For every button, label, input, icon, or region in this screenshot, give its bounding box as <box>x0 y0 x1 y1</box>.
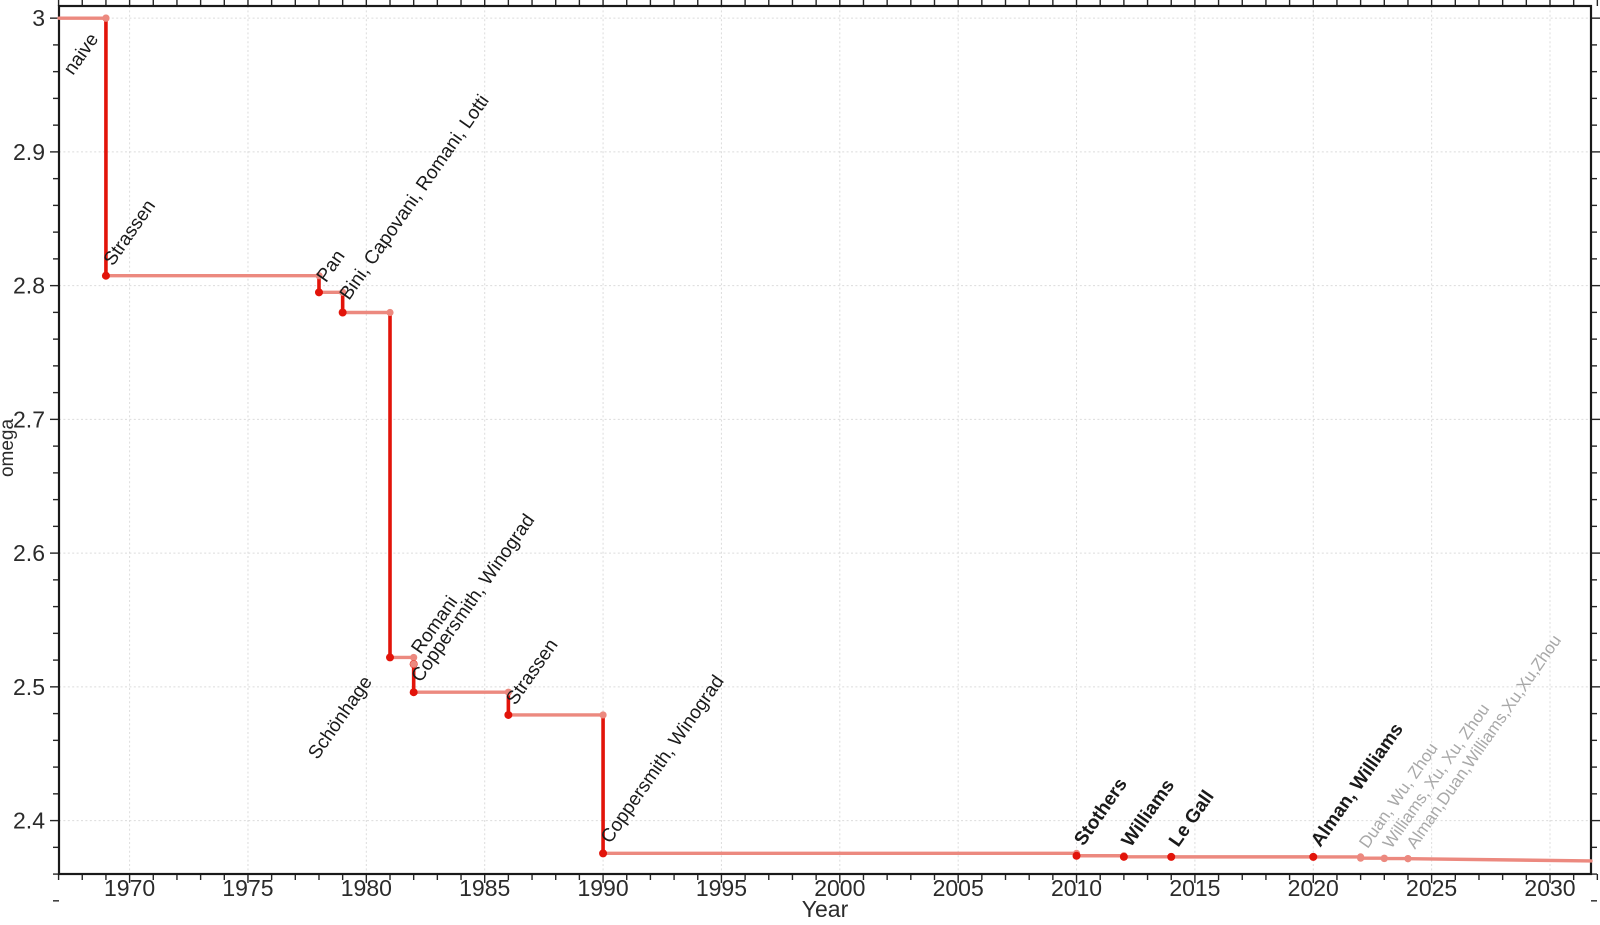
svg-text:2030: 2030 <box>1524 875 1575 901</box>
svg-text:2.6: 2.6 <box>13 540 45 566</box>
svg-text:Coppersmith, Winograd: Coppersmith, Winograd <box>408 511 540 687</box>
svg-text:omega: omega <box>0 419 18 478</box>
svg-text:Williams, Xu, Xu, Zhou: Williams, Xu, Xu, Zhou <box>1379 700 1493 852</box>
svg-text:2.8: 2.8 <box>13 273 45 299</box>
svg-text:1990: 1990 <box>577 875 628 901</box>
svg-text:2005: 2005 <box>933 875 984 901</box>
svg-text:2025: 2025 <box>1406 875 1457 901</box>
svg-text:2015: 2015 <box>1169 875 1220 901</box>
svg-text:2010: 2010 <box>1051 875 1102 901</box>
svg-text:2020: 2020 <box>1288 875 1339 901</box>
svg-text:Strassen: Strassen <box>502 635 562 708</box>
svg-text:3: 3 <box>32 5 45 31</box>
svg-text:2.9: 2.9 <box>13 139 45 165</box>
svg-text:1975: 1975 <box>222 875 273 901</box>
svg-text:Le Gall: Le Gall <box>1165 787 1219 851</box>
svg-text:Year: Year <box>802 896 849 920</box>
svg-text:2.4: 2.4 <box>13 808 45 834</box>
svg-text:1995: 1995 <box>696 875 747 901</box>
svg-text:1970: 1970 <box>104 875 155 901</box>
svg-text:1985: 1985 <box>459 875 510 901</box>
svg-text:Bini, Capovani, Romani, Lotti: Bini, Capovani, Romani, Lotti <box>336 91 494 304</box>
svg-text:1980: 1980 <box>341 875 392 901</box>
svg-text:2.5: 2.5 <box>13 674 45 700</box>
svg-text:naive: naive <box>60 30 103 79</box>
